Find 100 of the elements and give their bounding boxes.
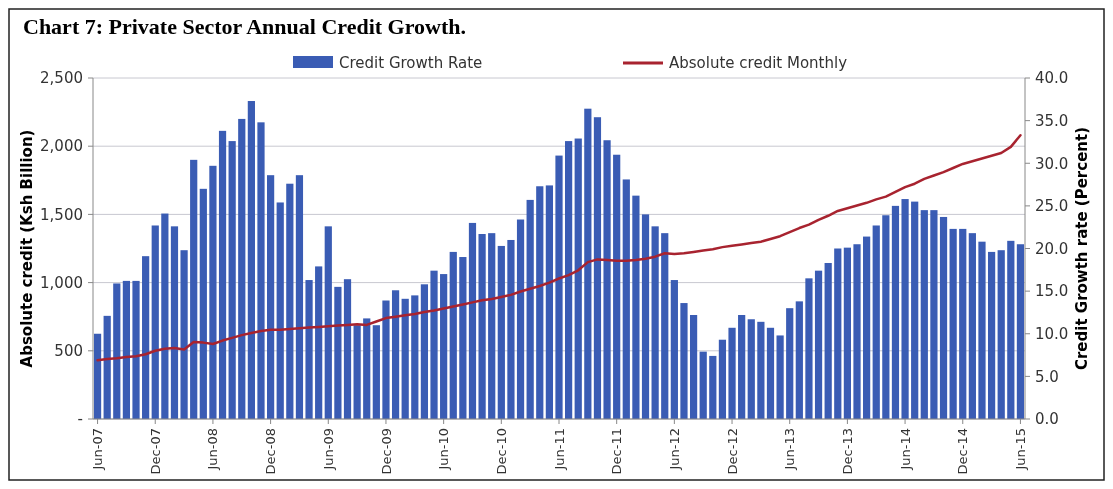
bar — [584, 108, 592, 419]
bar — [218, 130, 227, 419]
bar — [161, 213, 169, 419]
x-tick-label: Dec-13 — [839, 428, 855, 475]
bar — [718, 339, 727, 419]
bar — [190, 159, 198, 419]
x-tick-label: Dec-07 — [147, 428, 163, 475]
bar — [872, 225, 880, 419]
bar — [247, 101, 255, 419]
bar — [488, 233, 496, 419]
bar — [545, 185, 553, 419]
bar — [747, 319, 755, 419]
bar — [843, 247, 851, 419]
x-tick-label: Dec-08 — [263, 428, 279, 475]
bar — [401, 298, 409, 419]
bar — [238, 118, 246, 419]
y2-tick-label: 40.0 — [1035, 69, 1069, 88]
bar — [286, 183, 294, 419]
bar — [103, 315, 111, 419]
x-tick-label: Jun-10 — [436, 428, 452, 471]
bar — [651, 226, 659, 419]
bar — [786, 308, 794, 419]
bar — [670, 280, 678, 419]
bar — [459, 257, 467, 419]
y2-tick-label: 20.0 — [1035, 239, 1069, 258]
x-tick-label: Jun-12 — [666, 428, 682, 471]
bar — [228, 141, 236, 419]
y-tick-label: 500 — [54, 342, 83, 361]
bar — [622, 179, 630, 419]
bar — [142, 256, 150, 419]
bar — [363, 318, 371, 419]
y-tick-label: - — [77, 410, 83, 429]
line-series — [96, 134, 1022, 362]
bar — [911, 201, 919, 419]
bar — [516, 219, 525, 419]
bar — [776, 335, 784, 419]
bar — [939, 216, 948, 419]
bar — [882, 215, 890, 419]
bar — [555, 155, 563, 419]
bar — [478, 234, 486, 419]
y-axis-title: Absolute credit (Ksh Billion) — [18, 129, 36, 368]
bar — [978, 241, 986, 419]
x-tick-label: Jun-09 — [320, 428, 336, 471]
bar — [334, 286, 342, 419]
y2-tick-label: 30.0 — [1035, 154, 1069, 173]
legend-label: Absolute credit Monthly — [669, 54, 848, 73]
bar — [209, 165, 217, 419]
bar — [276, 202, 284, 419]
bar — [997, 250, 1005, 419]
bar — [411, 295, 419, 419]
y2-tick-label: 15.0 — [1035, 282, 1069, 301]
chart-title: Chart 7: Private Sector Annual Credit Growth. — [23, 14, 467, 39]
bar — [920, 210, 928, 419]
bar — [574, 138, 582, 419]
bar — [122, 280, 131, 419]
bar — [699, 351, 707, 419]
bar — [901, 199, 909, 419]
bar — [382, 300, 390, 419]
x-tick-label: Jun-11 — [551, 428, 567, 471]
bar — [766, 327, 775, 419]
bar — [949, 228, 957, 419]
bar — [113, 283, 121, 419]
bar — [305, 280, 313, 419]
bar — [853, 244, 861, 419]
bar — [180, 250, 188, 419]
bar — [420, 284, 429, 419]
y2-tick-label: 35.0 — [1035, 111, 1069, 130]
x-tick-label: Jun-13 — [782, 428, 798, 471]
x-tick-label: Dec-11 — [609, 428, 625, 475]
bar — [391, 290, 400, 419]
bar — [565, 141, 573, 419]
bar — [728, 327, 736, 419]
bar — [324, 226, 332, 419]
x-tick-label: Jun-07 — [90, 428, 106, 471]
bar — [507, 239, 515, 419]
y-tick-label: 1,500 — [40, 205, 83, 224]
bar — [689, 315, 698, 419]
bar — [315, 266, 323, 419]
bar — [257, 122, 265, 419]
y2-axis-title: Credit Growth rate (Percent) — [1073, 126, 1091, 371]
bar — [661, 233, 669, 419]
bar — [987, 251, 996, 419]
bar — [93, 333, 102, 419]
x-tick-label: Jun-08 — [205, 428, 221, 471]
bar — [757, 321, 765, 419]
bar — [795, 301, 803, 419]
bar — [440, 274, 448, 419]
bar — [170, 226, 179, 419]
bar — [343, 279, 352, 419]
bar — [267, 175, 275, 419]
bar — [834, 248, 842, 419]
y-tick-label: 2,000 — [40, 137, 83, 156]
bar — [449, 251, 457, 419]
x-tick-label: Jun-15 — [1012, 428, 1028, 471]
y2-tick-label: 5.0 — [1035, 367, 1059, 386]
x-tick-label: Dec-10 — [493, 428, 509, 475]
bar — [372, 325, 380, 419]
legend-label: Credit Growth Rate — [339, 54, 483, 73]
y2-tick-label: 10.0 — [1035, 325, 1069, 343]
bar — [353, 325, 361, 419]
